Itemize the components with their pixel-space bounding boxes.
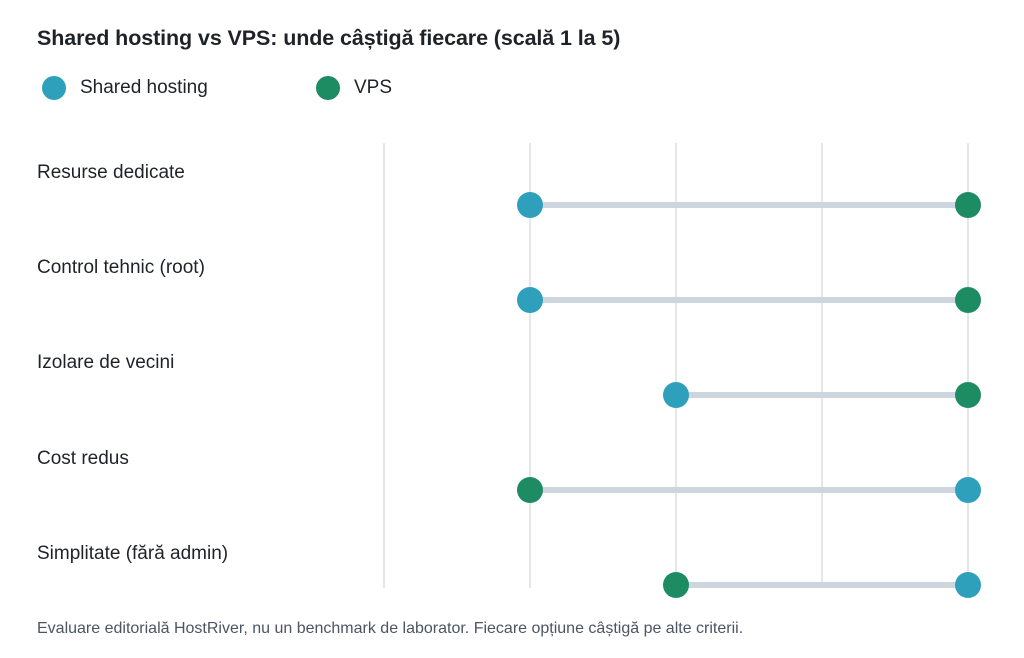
shared-hosting-point <box>955 572 981 598</box>
category-label-control: Control tehnic (root) <box>37 257 205 278</box>
legend-swatch-shared <box>42 76 66 100</box>
chart-title: Shared hosting vs VPS: unde câștigă fiec… <box>37 26 621 50</box>
legend-item-vps: VPS <box>316 76 392 100</box>
vps-point <box>955 192 981 218</box>
vps-point <box>955 287 981 313</box>
shared-hosting-point <box>663 382 689 408</box>
shared-hosting-point <box>517 287 543 313</box>
category-label-izolare: Izolare de vecini <box>37 352 175 373</box>
legend-swatch-vps <box>316 76 340 100</box>
legend-label-shared: Shared hosting <box>80 77 208 98</box>
legend-label-vps: VPS <box>354 77 393 98</box>
vps-point <box>955 382 981 408</box>
shared-hosting-point <box>955 477 981 503</box>
category-label-resurse: Resurse dedicate <box>37 162 185 183</box>
category-label-simplitate: Simplitate (fără admin) <box>37 543 229 564</box>
category-label-cost: Cost redus <box>37 448 129 469</box>
chart-footnote: Evaluare editorială HostRiver, nu un ben… <box>37 620 744 637</box>
legend: Shared hosting VPS <box>42 76 642 100</box>
shared-hosting-point <box>517 192 543 218</box>
vps-point <box>517 477 543 503</box>
vps-point <box>663 572 689 598</box>
legend-item-shared: Shared hosting <box>42 76 208 100</box>
